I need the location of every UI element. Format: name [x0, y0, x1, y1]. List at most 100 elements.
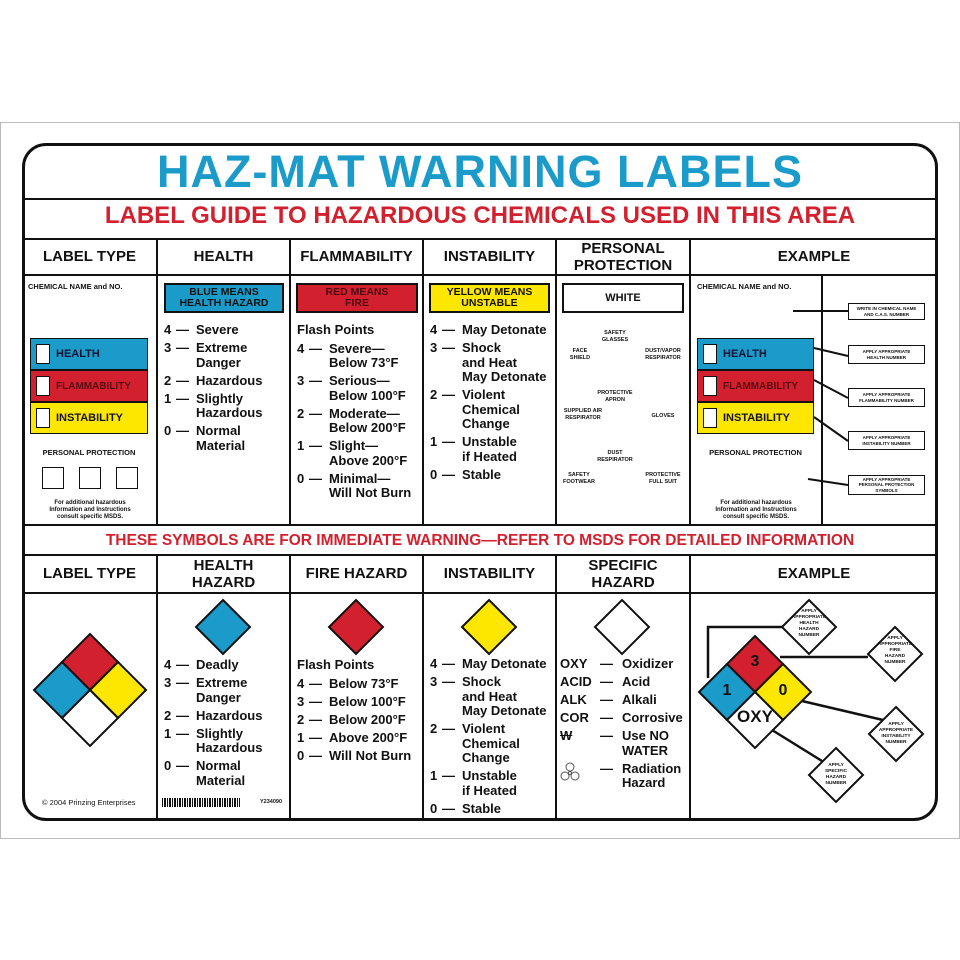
rating-list: 4— Severe 3— Extreme Danger 2— Hazardous 1— Sli… — [164, 322, 263, 457]
dash: — — [309, 711, 322, 727]
list-item: 1— Above 200°F — [297, 730, 411, 746]
divider — [22, 274, 938, 276]
list-item: 0 — Normal Material — [164, 758, 262, 788]
dash: — — [600, 760, 613, 776]
callout-text: APPLY APPROPRIATE INSTABILITY NUMBER — [878, 722, 914, 745]
dash: — — [442, 674, 455, 689]
callout-diamond — [807, 746, 865, 804]
dash: — — [176, 322, 189, 337]
barcode — [162, 798, 240, 807]
dash: — — [176, 675, 189, 690]
specific-quadrant — [725, 690, 785, 750]
list-item: 1— Slightly Hazardous — [164, 390, 262, 421]
rating-text: Moderate— Below 200°F — [329, 405, 406, 435]
rating-text: Slight— Above 200°F — [329, 438, 408, 468]
instability-value: 0 — [778, 682, 788, 699]
dash: — — [442, 387, 455, 402]
rating-code: 4 — [430, 656, 438, 671]
protection-item: PROTECTIVE FULL SUIT — [645, 472, 681, 485]
dash: — — [176, 372, 189, 388]
list-item: 2— Below 200°F — [297, 711, 411, 728]
dash: — — [176, 758, 189, 773]
rating-code: ALK — [560, 692, 587, 707]
dash: — — [309, 438, 322, 453]
sign-subtitle: LABEL GUIDE TO HAZARDOUS CHEMICALS USED … — [104, 202, 856, 229]
rating-text: Extreme Danger — [196, 340, 248, 370]
rating-text: Corrosive — [622, 710, 683, 725]
health-bar: HEALTH — [30, 338, 148, 370]
radiation-icon — [560, 762, 600, 791]
callout-diamond — [780, 598, 838, 656]
dash: — — [176, 657, 189, 672]
bar-label: INSTABILITY — [723, 412, 791, 424]
rating-text: May Detonate — [462, 656, 547, 671]
rating-code: 1 — [164, 725, 172, 741]
footnote: For additional hazardous Information and… — [715, 500, 797, 520]
rating-text: Extreme Danger — [196, 675, 248, 705]
protection-item: FACE SHIELD — [569, 348, 591, 361]
callout-box: APPLY APPROPRIATE PERSONAL PROTECTION SY… — [848, 475, 925, 495]
rating-code: 0 — [164, 758, 172, 773]
rating-text: Violent Chemical Change — [462, 387, 520, 431]
dash: — — [442, 721, 455, 736]
protection-square — [79, 467, 101, 489]
rating-text: Radiation Hazard — [622, 760, 682, 790]
list-item: 0— Will Not Burn — [297, 747, 412, 764]
rating-code: 4 — [297, 675, 305, 691]
rating-list: Flash Points 4— Below 73°F 3— Below 100°F 2— B… — [297, 657, 412, 767]
list-item: ACID — Acid — [560, 674, 683, 690]
divider — [22, 592, 938, 594]
list-item: 1 — Slight— Above 200°F — [297, 438, 411, 468]
rating-list: Flash Points 4— Severe— Below 73°F 3— Seriou… — [297, 322, 411, 504]
sign-frame — [22, 143, 938, 821]
rating-text: Acid — [622, 674, 651, 689]
list-item: 0— Stable — [430, 800, 547, 817]
list-item: 4— Severe— Below 73°F — [297, 340, 411, 371]
dash: — — [176, 423, 189, 438]
list-heading: Flash Points — [297, 657, 375, 672]
list-item: 2 — Violent Chemical Change — [430, 387, 547, 432]
dash: — — [442, 768, 455, 783]
rating-text: Will Not Burn — [329, 747, 412, 763]
no-water-symbol: W — [560, 728, 573, 743]
column-header: INSTABILITY — [443, 248, 536, 265]
instability-bar: INSTABILITY — [30, 402, 148, 434]
footnote: For additional hazardous Information and… — [49, 500, 131, 520]
checkbox-square — [36, 376, 50, 396]
rating-text: Hazardous — [196, 372, 263, 388]
list-item: 2— Moderate— Below 200°F — [297, 405, 411, 436]
column-header: LABEL TYPE — [42, 248, 137, 265]
health-bar: HEALTH — [697, 338, 814, 370]
list-item: 1 — Unstable if Heated — [430, 768, 547, 798]
list-item: 4 — Deadly — [164, 657, 262, 673]
rating-code: 4 — [297, 340, 305, 356]
list-item: 4 — May Detonate — [430, 656, 547, 672]
rating-list: OXY — Oxidizer ACID — Acid ALK — Alkali COR — Corro… — [560, 656, 683, 794]
checkbox-square — [36, 408, 50, 428]
dash: — — [442, 656, 455, 671]
list-item: 4 — Severe — [164, 322, 262, 338]
health-value: 1 — [722, 682, 732, 699]
rating-code: 1 — [430, 434, 438, 449]
rating-code: 0 — [297, 747, 305, 763]
callout-box: APPLY APPROPRIATE HEALTH NUMBER — [848, 345, 925, 364]
rating-text: Severe — [196, 322, 239, 337]
callout-diamond — [867, 705, 925, 763]
rating-text: Use NO WATER — [622, 728, 669, 758]
divider — [156, 238, 158, 525]
rating-code: 4 — [430, 322, 438, 337]
red-banner: RED MEANS FIRE — [296, 283, 418, 313]
product-code: Y234090 — [260, 799, 283, 805]
rating-code: 0 — [430, 800, 438, 816]
dash: — — [176, 390, 189, 406]
rating-text: May Detonate — [462, 322, 547, 337]
rating-text: Shock and Heat May Detonate — [462, 674, 547, 718]
rating-code: ACID — [560, 674, 592, 689]
rating-text: Unstable if Heated — [462, 434, 517, 464]
list-item: 3 — Extreme Danger — [164, 675, 262, 705]
rating-list: 4 — May Detonate 3 — Shock and Heat May Deton… — [430, 656, 547, 820]
rating-text: Violent Chemical Change — [462, 721, 520, 765]
rating-code: 1 — [297, 438, 305, 453]
checkbox-square — [703, 408, 717, 428]
